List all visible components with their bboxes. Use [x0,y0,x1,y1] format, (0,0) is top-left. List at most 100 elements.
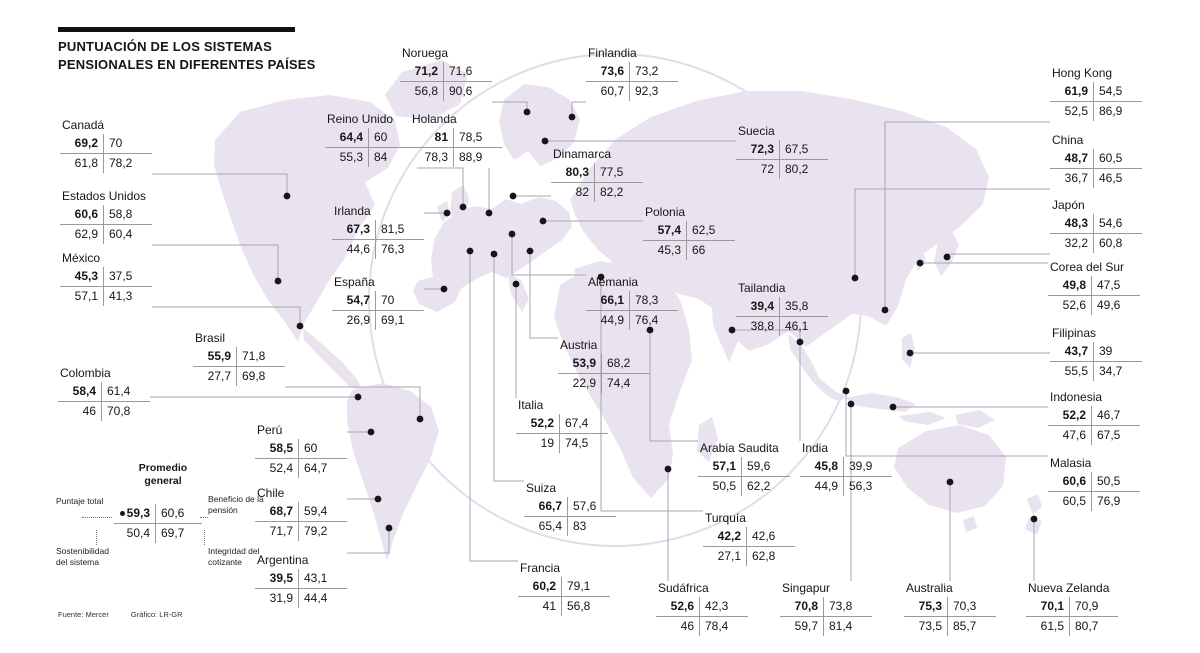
leader-line-austria [529,251,558,339]
country-name: Finlandia [588,46,637,60]
score-sustainability: 57,1 [60,287,104,306]
legend-average-values: 59,3 60,6 50,4 69,7 [114,504,202,543]
score-total: 52,2 [1048,406,1092,426]
score-sustainability: 65,4 [524,517,568,536]
country-dot-india [728,326,736,334]
score-benefit: 37,5 [104,267,152,287]
country-name: Tailandia [738,281,786,295]
country-name: Suecia [738,124,775,138]
country-card-corea-del-sur: Corea del Sur 49,8 47,5 52,6 49,6 [1048,260,1140,315]
average-sustainability: 50,4 [114,524,156,543]
country-scores: 52,6 42,3 46 78,4 [656,597,748,636]
country-name: Nueva Zelanda [1028,581,1110,595]
score-total: 70,1 [1026,597,1070,617]
score-benefit: 62,5 [687,221,735,241]
country-name: España [334,275,375,289]
score-benefit: 39 [1094,342,1142,362]
country-name: México [62,251,101,265]
score-total: 75,3 [904,597,948,617]
country-name: Austria [560,338,598,352]
score-benefit: 59,4 [299,502,347,522]
country-dot-argentina [385,524,393,532]
score-benefit: 58,8 [104,205,152,225]
score-sustainability: 50,5 [698,477,742,496]
score-benefit: 47,5 [1092,276,1140,296]
country-card-japon: Japón 48,3 54,6 32,2 60,8 [1050,198,1142,253]
score-integrity: 34,7 [1099,364,1123,378]
score-integrity: 60,8 [1099,236,1123,250]
country-name: Malasia [1050,456,1092,470]
country-dot-italia [512,280,520,288]
country-name: Japón [1052,198,1085,212]
score-sustainability: 60,5 [1048,492,1092,511]
score-sustainability: 52,6 [1048,296,1092,315]
chart-title-line2: PENSIONALES EN DIFERENTES PAÍSES [58,56,316,72]
legend-promedio-general: Promedio general Puntaje total Beneficio… [56,460,270,580]
score-total: 68,7 [255,502,299,522]
score-integrity: 92,3 [635,84,659,98]
score-integrity: 62,8 [752,549,776,563]
score-sustainability: 72 [736,160,780,179]
country-dot-austria [526,247,534,255]
score-sustainability: 61,8 [60,154,104,173]
score-integrity: 44,4 [304,591,328,605]
country-dot-peru [367,428,375,436]
score-integrity: 85,7 [953,619,977,633]
legend-label-puntaje-total: Puntaje total [56,496,104,506]
country-card-reino-unido: Reino Unido 64,4 60 55,3 84 [325,112,417,167]
score-sustainability: 52,4 [255,459,299,478]
country-dot-australia [946,478,954,486]
country-card-dinamarca: Dinamarca 80,3 77,5 82 82,2 [551,147,643,202]
score-sustainability: 62,9 [60,225,104,244]
score-benefit: 67,5 [780,140,828,160]
map-central-america [303,328,363,391]
country-card-peru: Perú 58,5 60 52,4 64,7 [255,423,347,478]
score-benefit: 43,1 [299,569,347,589]
score-sustainability: 38,8 [736,317,780,336]
score-benefit: 77,5 [595,163,643,183]
country-name: Francia [520,561,561,575]
country-scores: 49,8 47,5 52,6 49,6 [1048,276,1140,315]
footer-credit: Gráfico: LR-GR [130,610,183,619]
score-integrity: 56,3 [849,479,873,493]
map-united-kingdom [450,185,469,225]
score-benefit: 35,8 [780,297,828,317]
score-integrity: 81,4 [829,619,853,633]
country-card-china: China 48,7 60,5 36,7 46,5 [1050,133,1142,188]
score-benefit: 70,9 [1070,597,1118,617]
country-dot-espana [440,285,448,293]
country-card-malasia: Malasia 60,6 50,5 60,5 76,9 [1048,456,1140,511]
score-total: 54,7 [332,291,376,311]
score-total: 60,2 [518,577,562,597]
country-dot-brasil [416,415,424,423]
score-integrity: 69,8 [242,369,266,383]
country-card-austria: Austria 53,9 68,2 22,9 74,4 [558,338,650,393]
score-integrity: 56,8 [567,599,591,613]
country-dot-reino-unido [459,203,467,211]
score-benefit: 54,5 [1094,82,1142,102]
country-card-alemania: Alemania 66,1 78,3 44,9 76,4 [586,275,678,330]
country-name: Estados Unidos [62,189,147,203]
country-card-estados-unidos: Estados Unidos 60,6 58,8 62,9 60,4 [60,189,152,244]
score-sustainability: 44,6 [332,240,376,259]
country-card-singapur: Singapur 70,8 73,8 59,7 81,4 [780,581,872,636]
score-sustainability: 45,3 [643,241,687,260]
country-dot-tailandia [796,338,804,346]
country-card-polonia: Polonia 57,4 62,5 45,3 66 [643,205,735,260]
score-benefit: 68,2 [602,354,650,374]
score-total: 45,3 [60,267,104,287]
country-scores: 53,9 68,2 22,9 74,4 [558,354,650,393]
country-scores: 48,3 54,6 32,2 60,8 [1050,214,1142,253]
country-scores: 57,1 59,6 50,5 62,2 [698,457,790,496]
country-card-arabia-saudita: Arabia Saudita 57,1 59,6 50,5 62,2 [698,441,790,496]
score-total: 80,3 [551,163,595,183]
score-sustainability: 82 [551,183,595,202]
country-name: Polonia [645,205,686,219]
country-scores: 45,3 37,5 57,1 41,3 [60,267,152,306]
country-dot-chile [374,495,382,503]
country-card-turquia: Turquía 42,2 42,6 27,1 62,8 [703,511,795,566]
country-name: Alemania [588,275,639,289]
country-card-holanda: Holanda 81 78,5 78,3 88,9 [410,112,502,167]
score-benefit: 70 [376,291,424,311]
score-benefit: 42,3 [700,597,748,617]
